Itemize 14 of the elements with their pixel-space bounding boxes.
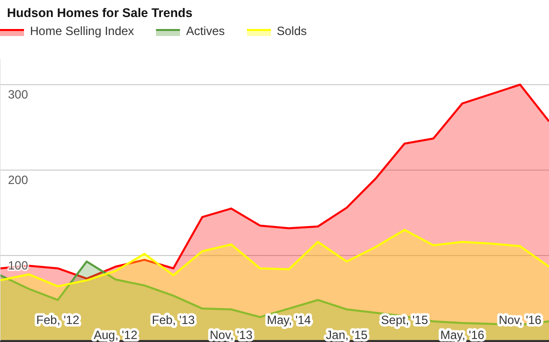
x-tick-label: Aug, '12 [94, 328, 138, 342]
x-tick-label: Feb, '13 [152, 313, 196, 327]
y-tick-label: 300 [8, 88, 28, 102]
legend-label: Solds [276, 24, 307, 38]
x-tick-label: Nov, '13 [210, 328, 253, 342]
chart-title: Hudson Homes for Sale Trends [7, 6, 192, 20]
x-tick-label: May, '14 [266, 313, 312, 327]
legend-label: Actives [186, 24, 225, 38]
x-tick-label: Feb, '12 [36, 313, 80, 327]
x-tick-label: Jan, '15 [326, 328, 368, 342]
x-tick-label: May, '16 [440, 328, 485, 342]
x-tick-label: Sept, '15 [381, 313, 428, 327]
y-tick-label: 200 [8, 173, 28, 188]
legend-label: Home Selling Index [30, 24, 134, 38]
